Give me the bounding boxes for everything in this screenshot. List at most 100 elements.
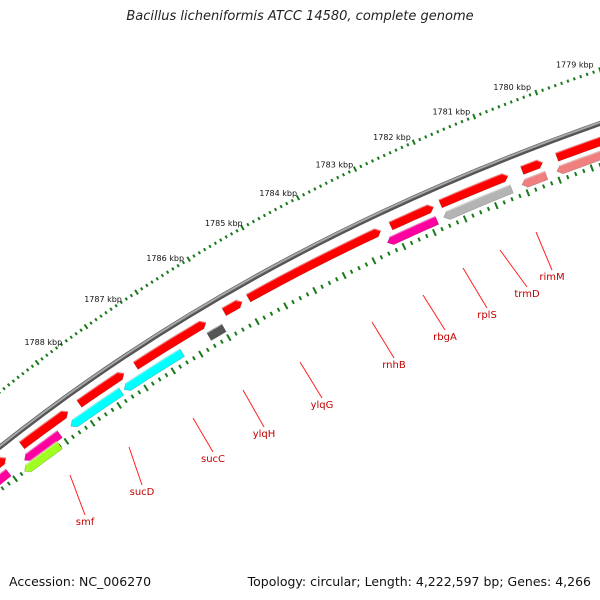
outer-tick xyxy=(352,166,358,173)
inner-tick xyxy=(335,277,339,282)
outer-tick xyxy=(279,204,283,209)
gene-label: sucD xyxy=(130,487,155,498)
inner-tick xyxy=(417,237,421,242)
inner-tick-track xyxy=(0,162,600,491)
inner-tick xyxy=(269,311,274,316)
outer-tick xyxy=(301,192,306,197)
outer-tick xyxy=(442,127,446,131)
inner-tick xyxy=(312,286,318,295)
outer-tick xyxy=(6,383,11,387)
outer-tick xyxy=(40,357,44,361)
outer-tick xyxy=(295,194,301,201)
outer-tick xyxy=(114,303,118,308)
outer-tick xyxy=(528,93,532,97)
outer-tick xyxy=(454,122,458,126)
inner-tick xyxy=(394,247,399,253)
genome-summary-text: Topology: circular; Length: 4,222,597 bp… xyxy=(247,574,591,589)
outer-tick xyxy=(83,323,89,330)
reverse-gene-salmon xyxy=(556,150,600,175)
forward-gene xyxy=(388,204,435,231)
outer-tick xyxy=(21,371,25,376)
reverse-gene-magenta-bevel xyxy=(0,468,7,475)
forward-gene-bevel xyxy=(245,227,382,296)
inner-tick xyxy=(401,242,407,251)
outer-tick xyxy=(516,97,519,102)
outer-tick xyxy=(572,77,576,81)
inner-tick xyxy=(6,481,11,486)
inner-tick xyxy=(557,176,562,184)
reverse-gene-magenta xyxy=(0,468,12,486)
outer-tick xyxy=(382,153,386,158)
kbp-tick-label: 1786 kbp xyxy=(146,254,184,263)
outer-tick xyxy=(268,210,272,215)
label-leader xyxy=(371,321,395,359)
outer-tick xyxy=(134,289,139,295)
outer-tick xyxy=(313,187,317,191)
inner-tick xyxy=(387,251,391,256)
reverse-gene-cyan xyxy=(70,387,125,428)
reverse-gene-cyan-bevel xyxy=(71,386,120,421)
outer-tick xyxy=(448,124,452,129)
inner-tick xyxy=(89,419,96,427)
forward-gene-bevel xyxy=(554,135,600,154)
label-leader xyxy=(499,249,528,288)
label-leader xyxy=(422,294,446,331)
outer-tick xyxy=(285,201,289,206)
outer-tick xyxy=(598,67,600,73)
inner-tick xyxy=(248,323,252,328)
reverse-gene-magenta-bevel xyxy=(389,215,436,238)
outer-tick xyxy=(485,109,488,114)
outer-tick xyxy=(319,184,323,188)
reverse-gene-cyan xyxy=(123,348,186,391)
gene-track xyxy=(0,135,600,486)
outer-tick xyxy=(262,213,267,218)
outer-tick xyxy=(541,88,545,92)
outer-tick xyxy=(460,119,464,124)
genome-backbone xyxy=(0,120,600,451)
inner-tick xyxy=(192,356,196,361)
inner-tick xyxy=(262,315,267,320)
inner-tick xyxy=(510,196,514,202)
forward-gene xyxy=(221,298,243,317)
kbp-tick-label: 1779 kbp xyxy=(556,60,594,69)
gene-label: smf xyxy=(76,517,95,528)
outer-tick xyxy=(34,359,40,366)
backbone-highlight xyxy=(0,121,600,448)
inner-tick xyxy=(130,394,135,399)
reverse-gene-salmon-bevel xyxy=(523,170,546,181)
inner-tick xyxy=(574,171,578,177)
outer-tick xyxy=(534,89,539,96)
outer-tick xyxy=(104,310,108,315)
gene-label: rnhB xyxy=(382,360,406,371)
kbp-tick-label: 1782 kbp xyxy=(373,133,411,142)
outer-tick xyxy=(74,331,78,336)
outer-tick xyxy=(394,148,398,152)
gene-label: rplS xyxy=(477,310,497,321)
outer-tick xyxy=(579,74,583,79)
outer-tick xyxy=(64,339,68,343)
outer-tick xyxy=(509,100,513,104)
inner-tick xyxy=(432,228,437,237)
inner-tick xyxy=(525,189,531,197)
gene-label: ylqG xyxy=(311,400,334,411)
inner-tick xyxy=(425,233,429,239)
inner-tick xyxy=(212,343,217,349)
inner-tick xyxy=(0,486,5,491)
outer-tick xyxy=(472,113,477,120)
reverse-gene-lime-bevel xyxy=(25,440,58,466)
outer-tick xyxy=(197,250,201,255)
inner-tick xyxy=(582,168,586,174)
outer-tick xyxy=(592,70,595,74)
reverse-gene-magenta-bevel xyxy=(25,429,58,455)
forward-gene xyxy=(0,455,7,469)
outer-tick xyxy=(370,159,375,163)
outer-tick xyxy=(129,293,134,298)
kbp-tick-label: 1788 kbp xyxy=(24,338,62,347)
gene-labels: rimM trmD rplS rbgA rnhB ylqG ylqH sucC sucD smf xyxy=(76,272,565,528)
inner-tick xyxy=(566,174,570,180)
backbone-shadow xyxy=(0,120,600,451)
outer-tick xyxy=(89,321,93,325)
outer-tick xyxy=(109,307,113,311)
outer-tick xyxy=(203,247,207,252)
